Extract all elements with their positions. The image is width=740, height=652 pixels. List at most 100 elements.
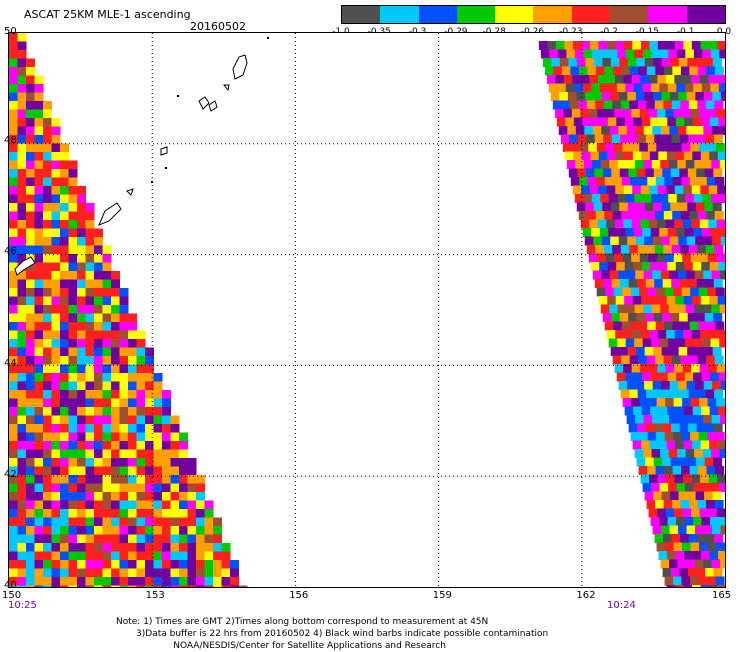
data-cell — [43, 135, 52, 144]
data-cell — [683, 440, 693, 450]
data-cell — [582, 117, 592, 127]
data-cell — [699, 364, 709, 373]
data-cell — [111, 517, 120, 527]
data-cell — [669, 270, 679, 280]
data-cell — [17, 347, 27, 357]
data-cell — [85, 534, 95, 544]
data-cell — [17, 33, 27, 42]
data-cell — [77, 475, 86, 484]
data-cell — [612, 355, 622, 365]
data-cell — [43, 500, 52, 510]
data-cell — [60, 475, 69, 484]
data-cell — [680, 100, 690, 110]
data-cell — [619, 168, 629, 178]
data-cell — [633, 372, 643, 382]
data-cell — [599, 262, 609, 271]
data-cell — [196, 551, 205, 561]
data-cell — [9, 381, 18, 391]
data-cell — [658, 262, 668, 271]
data-cell — [43, 577, 52, 586]
data-cell — [679, 457, 689, 467]
data-cell — [9, 152, 18, 161]
data-cell — [642, 49, 652, 59]
data-cell — [153, 551, 163, 561]
data-cell — [631, 398, 641, 407]
data-cell — [645, 423, 655, 433]
data-cell — [667, 406, 677, 416]
data-cell — [618, 381, 628, 390]
data-cell — [675, 296, 685, 305]
legend-swatch — [418, 6, 457, 23]
data-cell — [660, 304, 670, 314]
data-cell — [690, 576, 700, 586]
data-cell — [26, 160, 35, 170]
data-cell — [711, 559, 721, 569]
data-cell — [617, 49, 627, 59]
data-cell — [617, 194, 627, 203]
data-cell — [680, 66, 690, 76]
data-cell — [213, 517, 222, 527]
data-cell — [51, 228, 61, 238]
data-cell — [627, 347, 637, 356]
data-cell — [634, 49, 644, 59]
data-cell — [196, 517, 205, 527]
data-cell — [26, 415, 35, 425]
data-cell — [119, 534, 129, 544]
data-cell — [578, 211, 588, 220]
data-cell — [102, 390, 112, 399]
data-cell — [657, 219, 667, 229]
data-cell — [673, 143, 683, 152]
data-cell — [613, 321, 623, 331]
data-cell — [671, 568, 681, 577]
data-cell — [713, 457, 723, 467]
data-cell — [111, 458, 120, 467]
data-cell — [688, 534, 698, 543]
data-cell — [119, 339, 129, 348]
data-cell — [162, 560, 171, 569]
data-cell — [629, 389, 639, 399]
data-cell — [145, 568, 154, 578]
data-cell — [85, 390, 95, 399]
data-cell — [196, 483, 205, 493]
data-cell — [585, 202, 595, 212]
data-cell — [17, 220, 27, 229]
data-cell — [34, 228, 44, 238]
data-cell — [588, 143, 598, 152]
data-cell — [652, 525, 662, 535]
data-cell — [659, 517, 669, 526]
data-cell — [145, 585, 154, 587]
data-cell — [695, 491, 705, 501]
data-cell — [642, 483, 652, 492]
data-cell — [637, 279, 647, 288]
data-cell — [684, 228, 694, 237]
data-cell — [85, 347, 95, 357]
data-cell — [68, 177, 78, 187]
data-cell — [606, 330, 616, 339]
data-cell — [26, 534, 35, 544]
data-cell — [680, 389, 690, 399]
data-cell — [17, 67, 27, 76]
data-cell — [26, 356, 35, 365]
data-cell — [594, 134, 604, 144]
data-cell — [102, 432, 112, 442]
data-cell — [34, 568, 44, 578]
data-cell — [51, 271, 61, 280]
data-cell — [9, 509, 18, 518]
data-cell — [26, 432, 35, 442]
data-cell — [26, 109, 35, 119]
data-cell — [569, 100, 579, 110]
data-cell — [51, 551, 61, 561]
data-cell — [26, 101, 35, 110]
data-cell — [43, 254, 52, 263]
data-cell — [582, 228, 592, 237]
data-cell — [60, 143, 69, 153]
data-cell — [119, 483, 129, 493]
data-cell — [85, 458, 95, 467]
data-cell — [610, 58, 620, 67]
data-cell — [9, 254, 18, 263]
data-cell — [621, 355, 631, 365]
data-cell — [230, 560, 239, 569]
data-cell — [637, 389, 647, 399]
data-cell — [691, 219, 701, 229]
data-cell — [204, 560, 214, 569]
